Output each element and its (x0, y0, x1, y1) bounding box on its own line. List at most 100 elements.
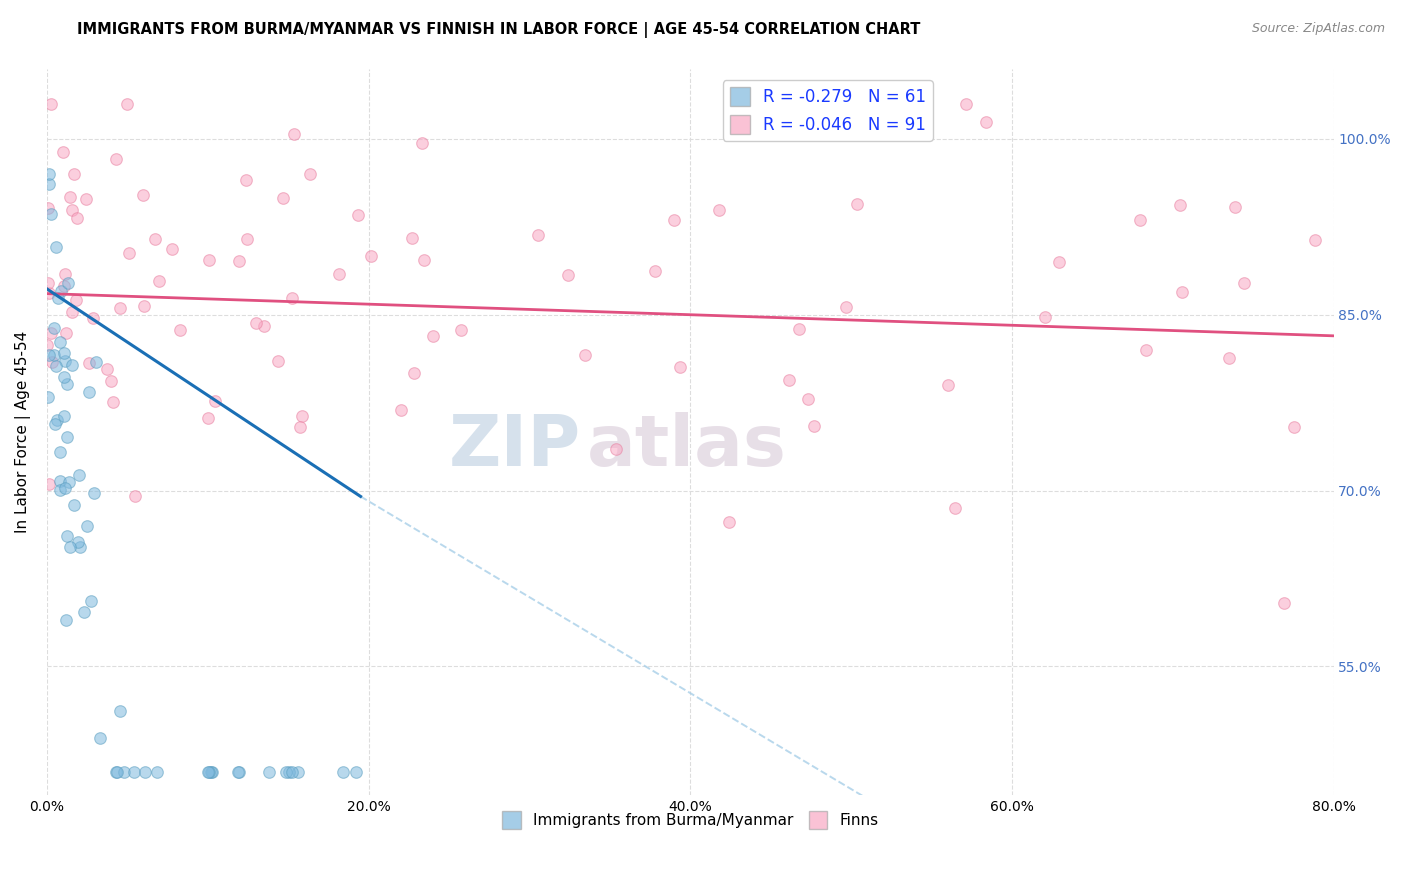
Point (66, 534, 89, 549)
Point (60, 359, 83, 373)
Point (1047, 255, 1070, 269)
Point (845, 197, 868, 211)
Point (1129, 212, 1152, 227)
Point (67, 468, 90, 483)
Point (75, 192, 97, 206)
Text: IMMIGRANTS FROM BURMA/MYANMAR VS FINNISH IN LABOR FORCE | AGE 45-54 CORRELATION : IMMIGRANTS FROM BURMA/MYANMAR VS FINNISH… (77, 22, 921, 38)
Point (49, 284, 72, 298)
Point (412, 252, 434, 267)
Point (401, 231, 423, 245)
Point (1305, 233, 1327, 247)
Point (122, 764, 145, 779)
Point (42, 348, 65, 362)
Point (245, 316, 267, 330)
Point (35, 338, 58, 352)
Point (69, 540, 91, 554)
Point (45, 413, 67, 427)
Point (53, 267, 76, 281)
Point (41, 355, 63, 369)
Point (49, 334, 72, 349)
Point (1218, 351, 1240, 366)
Point (201, 764, 224, 779)
Point (58, 277, 80, 291)
Point (253, 319, 276, 334)
Point (38, 178, 60, 192)
Point (197, 764, 219, 779)
Point (53, 481, 76, 495)
Point (204, 393, 226, 408)
Point (44, 417, 66, 431)
Point (105, 764, 128, 779)
Point (39, 207, 62, 221)
Point (118, 246, 141, 260)
Point (1233, 276, 1256, 290)
Point (105, 764, 128, 779)
Point (66, 211, 89, 225)
Point (411, 136, 433, 150)
Point (360, 249, 382, 263)
Point (281, 764, 304, 779)
Point (59, 540, 82, 554)
Point (55, 613, 77, 627)
Point (80, 593, 103, 607)
Point (60, 305, 83, 319)
Point (281, 291, 304, 305)
Point (943, 501, 966, 516)
Point (644, 264, 666, 278)
Point (60, 202, 83, 217)
Point (65, 293, 87, 307)
Point (796, 392, 818, 407)
Point (200, 764, 222, 779)
Point (1135, 343, 1157, 357)
Point (1171, 285, 1194, 299)
Point (115, 96, 138, 111)
Point (38, 167, 60, 181)
Point (332, 764, 354, 779)
Point (526, 227, 548, 242)
Point (53, 409, 76, 424)
Point (283, 127, 305, 141)
Point (1272, 596, 1295, 610)
Point (56, 430, 79, 444)
Point (48, 483, 70, 497)
Point (143, 232, 166, 246)
Point (110, 301, 132, 316)
Point (718, 515, 741, 529)
Point (53, 354, 76, 368)
Point (235, 173, 257, 187)
Point (45, 240, 67, 254)
Point (84, 355, 107, 369)
Point (132, 299, 155, 313)
Point (79, 385, 101, 400)
Point (49, 444, 72, 458)
Point (89, 731, 111, 745)
Point (58, 475, 80, 490)
Text: Source: ZipAtlas.com: Source: ZipAtlas.com (1251, 22, 1385, 36)
Text: atlas: atlas (588, 412, 787, 481)
Point (803, 419, 825, 434)
Point (197, 411, 219, 425)
Point (83, 486, 105, 500)
Point (38, 476, 60, 491)
Point (53, 369, 76, 384)
Point (278, 764, 301, 779)
Point (96, 362, 118, 376)
Point (101, 395, 124, 409)
Point (389, 402, 412, 417)
Point (197, 764, 219, 779)
Point (328, 267, 350, 281)
Point (936, 378, 959, 392)
Point (1033, 310, 1056, 324)
Point (778, 373, 800, 387)
Point (169, 323, 191, 337)
Point (52, 145, 75, 159)
Point (73, 605, 96, 619)
Point (110, 704, 132, 718)
Point (198, 252, 221, 267)
Point (46, 291, 69, 305)
Point (124, 489, 146, 503)
Point (82, 310, 104, 325)
Point (77, 356, 100, 370)
Point (114, 764, 136, 779)
Point (39, 326, 62, 341)
